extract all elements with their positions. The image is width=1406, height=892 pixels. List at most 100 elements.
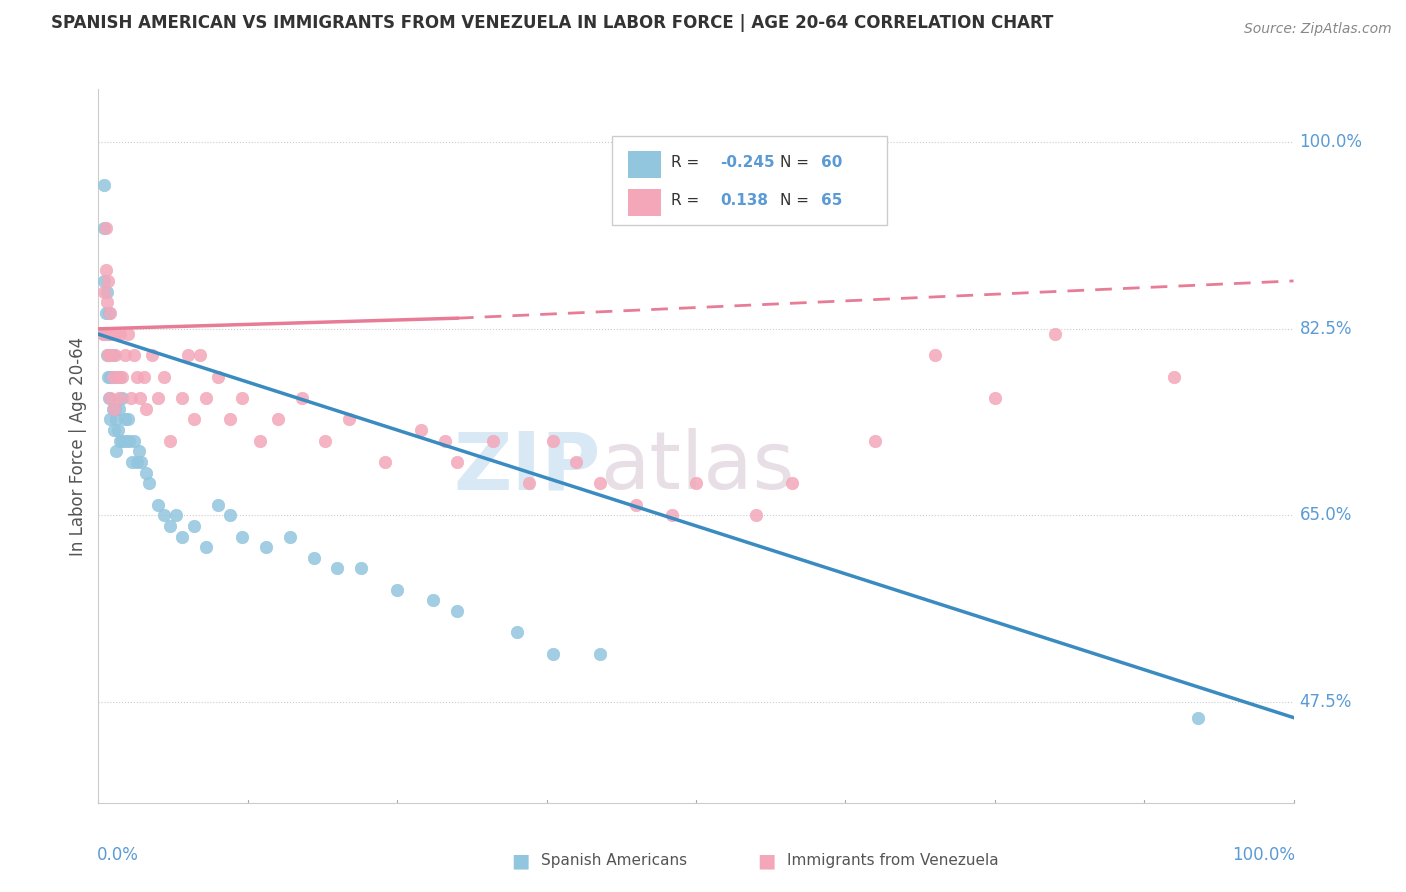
Point bbox=[94, 220, 117, 235]
Point bbox=[326, 561, 349, 575]
Point bbox=[93, 220, 115, 235]
Text: 0.138: 0.138 bbox=[720, 194, 768, 208]
Point bbox=[188, 349, 211, 363]
Point bbox=[385, 582, 409, 597]
Text: N =: N = bbox=[780, 154, 814, 169]
Point bbox=[125, 455, 148, 469]
Text: 60: 60 bbox=[821, 154, 842, 169]
Text: 100.0%: 100.0% bbox=[1299, 134, 1362, 152]
Point bbox=[93, 285, 115, 299]
Point bbox=[93, 327, 115, 342]
Point bbox=[661, 508, 683, 523]
Point bbox=[780, 476, 803, 491]
Point bbox=[374, 455, 396, 469]
Text: N =: N = bbox=[780, 194, 814, 208]
Point bbox=[165, 508, 187, 523]
Point bbox=[685, 476, 707, 491]
Point bbox=[589, 647, 612, 661]
Point bbox=[315, 434, 337, 448]
Point bbox=[94, 263, 117, 277]
Point bbox=[98, 306, 122, 320]
Text: 65.0%: 65.0% bbox=[1299, 507, 1353, 524]
Text: 65: 65 bbox=[821, 194, 842, 208]
Point bbox=[96, 295, 118, 310]
Text: atlas: atlas bbox=[600, 428, 794, 507]
Text: Immigrants from Venezuela: Immigrants from Venezuela bbox=[787, 854, 1000, 868]
Point bbox=[107, 369, 129, 384]
Point bbox=[103, 401, 125, 416]
Point bbox=[131, 455, 153, 469]
Point bbox=[98, 327, 121, 342]
Text: SPANISH AMERICAN VS IMMIGRANTS FROM VENEZUELA IN LABOR FORCE | AGE 20-64 CORRELA: SPANISH AMERICAN VS IMMIGRANTS FROM VENE… bbox=[51, 14, 1053, 32]
Point bbox=[984, 391, 1007, 405]
Point bbox=[302, 550, 325, 565]
Point bbox=[132, 369, 155, 384]
Point bbox=[97, 274, 120, 288]
Point bbox=[98, 306, 121, 320]
Text: R =: R = bbox=[671, 154, 704, 169]
Point bbox=[121, 455, 143, 469]
Point bbox=[105, 412, 128, 426]
Point bbox=[172, 391, 194, 405]
Point bbox=[94, 306, 117, 320]
Point bbox=[124, 349, 146, 363]
Point bbox=[195, 540, 218, 554]
Point bbox=[107, 401, 129, 416]
Point bbox=[118, 434, 141, 448]
Point bbox=[97, 349, 120, 363]
Point bbox=[148, 498, 170, 512]
Point bbox=[153, 508, 176, 523]
Point bbox=[117, 412, 139, 426]
Point bbox=[104, 349, 127, 363]
Point bbox=[422, 593, 444, 607]
Point bbox=[745, 508, 768, 523]
Point bbox=[135, 401, 157, 416]
Point bbox=[108, 434, 131, 448]
Point bbox=[231, 391, 253, 405]
Point bbox=[177, 349, 200, 363]
Point bbox=[107, 423, 129, 437]
Text: 82.5%: 82.5% bbox=[1299, 320, 1353, 338]
Point bbox=[446, 455, 468, 469]
Point bbox=[589, 476, 612, 491]
Point bbox=[104, 401, 127, 416]
Point bbox=[97, 327, 120, 342]
Text: -0.245: -0.245 bbox=[720, 154, 775, 169]
Point bbox=[108, 369, 131, 384]
Point bbox=[339, 412, 361, 426]
Point bbox=[159, 519, 181, 533]
Point bbox=[103, 369, 125, 384]
Point bbox=[626, 498, 648, 512]
Point bbox=[97, 369, 120, 384]
Point bbox=[517, 476, 540, 491]
Point bbox=[249, 434, 271, 448]
Point bbox=[111, 391, 134, 405]
Point bbox=[101, 369, 124, 384]
Point bbox=[135, 466, 157, 480]
Point bbox=[1163, 369, 1185, 384]
Point bbox=[172, 529, 194, 543]
Point bbox=[103, 423, 125, 437]
Point bbox=[91, 327, 114, 342]
Text: ZIP: ZIP bbox=[453, 428, 600, 507]
Point bbox=[207, 498, 229, 512]
Point bbox=[129, 391, 152, 405]
Point bbox=[219, 508, 242, 523]
Point bbox=[267, 412, 290, 426]
Text: 47.5%: 47.5% bbox=[1299, 692, 1353, 711]
Point bbox=[1187, 710, 1209, 724]
Text: Spanish Americans: Spanish Americans bbox=[541, 854, 688, 868]
Point bbox=[183, 519, 205, 533]
Point bbox=[254, 540, 277, 554]
Point bbox=[96, 349, 118, 363]
Text: 100.0%: 100.0% bbox=[1232, 846, 1295, 863]
Point bbox=[93, 274, 115, 288]
Point bbox=[98, 369, 122, 384]
Point bbox=[565, 455, 588, 469]
Point bbox=[108, 327, 131, 342]
Point bbox=[541, 434, 564, 448]
Point bbox=[125, 369, 148, 384]
Point bbox=[219, 412, 242, 426]
Point bbox=[138, 476, 160, 491]
Point bbox=[350, 561, 373, 575]
